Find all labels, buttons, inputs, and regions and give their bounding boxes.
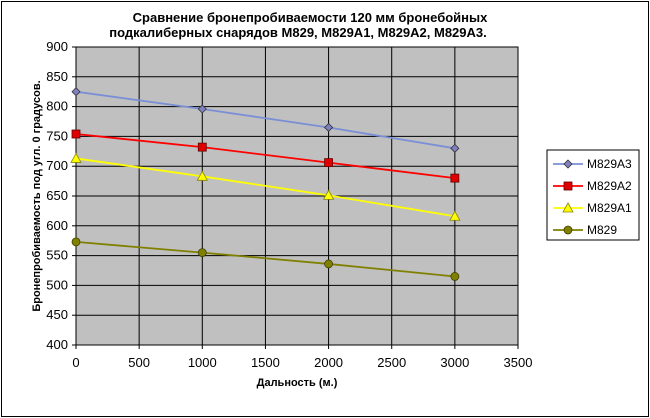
series-M829A1 bbox=[70, 152, 461, 221]
tick-labels: 400 450 500 550 600 650 700 750 800 850 900 0 500 100… bbox=[46, 39, 532, 370]
data-point-M829A3 bbox=[450, 143, 460, 153]
series-M829A2 bbox=[71, 129, 460, 183]
data-point-M829A2 bbox=[324, 158, 333, 168]
legend-item-M829: M829 bbox=[553, 223, 617, 237]
series-group bbox=[70, 87, 461, 281]
legend-item-M829A3: M829A3 bbox=[553, 157, 632, 171]
legend-marker bbox=[563, 225, 573, 235]
legend: M829A3 M829A2 M829A1 M829 bbox=[553, 157, 632, 237]
x-tick-label: 3000 bbox=[440, 355, 469, 370]
data-point-M829A3 bbox=[324, 122, 334, 133]
chart-title-line-1: Сравнение бронепробиваемости 120 мм брон… bbox=[133, 10, 488, 25]
legend-marker bbox=[563, 181, 573, 191]
data-point-M829 bbox=[324, 259, 333, 269]
legend-item-M829A2: M829A2 bbox=[553, 179, 632, 193]
data-point-M829A3 bbox=[197, 104, 207, 114]
data-point-M829A3 bbox=[71, 87, 81, 97]
x-tick-label: 3500 bbox=[504, 355, 533, 370]
x-axis-title: Дальность (м.) bbox=[257, 377, 338, 389]
data-point-M829A2 bbox=[450, 173, 460, 183]
x-tick-label: 2500 bbox=[377, 355, 406, 370]
x-tick-label: 500 bbox=[128, 355, 150, 370]
legend-item-M829A1: M829A1 bbox=[553, 201, 632, 215]
series-line-M829A3 bbox=[75, 90, 456, 150]
y-tick-label: 750 bbox=[46, 128, 68, 143]
series-M829A3 bbox=[71, 87, 460, 153]
data-point-M829 bbox=[71, 237, 81, 247]
series-line-M829A1 bbox=[75, 157, 456, 218]
legend-label: M829A1 bbox=[587, 201, 632, 215]
y-tick-label: 700 bbox=[46, 158, 68, 173]
y-tick-label: 850 bbox=[46, 69, 68, 84]
data-point-M829A2 bbox=[197, 142, 207, 152]
data-point-M829A1 bbox=[70, 152, 82, 163]
y-tick-label: 650 bbox=[46, 188, 68, 203]
series-line-M829A2 bbox=[75, 133, 455, 180]
series-line-M829 bbox=[75, 240, 455, 278]
y-tick-label: 500 bbox=[46, 277, 68, 292]
legend-label: M829A2 bbox=[587, 179, 632, 193]
y-tick-label: 550 bbox=[46, 248, 68, 263]
chart-title-line-2: подкалиберных снарядов M829, M829A1, M82… bbox=[109, 25, 487, 40]
legend-label: M829A3 bbox=[587, 157, 632, 171]
data-point-M829A2 bbox=[71, 129, 81, 139]
y-tick-label: 400 bbox=[46, 337, 68, 352]
y-tick-label: 600 bbox=[46, 218, 68, 233]
legend-box bbox=[546, 149, 640, 241]
data-point-M829A1 bbox=[322, 189, 335, 200]
legend-label: M829 bbox=[587, 223, 617, 237]
x-tick-label: 0 bbox=[72, 355, 79, 370]
x-tick-label: 1000 bbox=[188, 355, 217, 370]
y-tick-label: 800 bbox=[46, 99, 68, 114]
data-point-M829 bbox=[450, 272, 460, 281]
y-tick-label: 900 bbox=[46, 39, 68, 54]
legend-marker bbox=[563, 159, 573, 169]
y-axis-title: Бронепробиваемость под угл. 0 градусов. bbox=[31, 80, 43, 311]
data-point-M829A1 bbox=[196, 170, 208, 181]
x-tick-label: 1500 bbox=[251, 355, 280, 370]
data-point-M829 bbox=[197, 248, 207, 258]
data-point-M829A1 bbox=[449, 210, 461, 221]
y-tick-label: 450 bbox=[46, 307, 68, 322]
series-M829 bbox=[71, 237, 460, 281]
x-tick-label: 2000 bbox=[314, 355, 343, 370]
legend-marker bbox=[562, 202, 574, 213]
